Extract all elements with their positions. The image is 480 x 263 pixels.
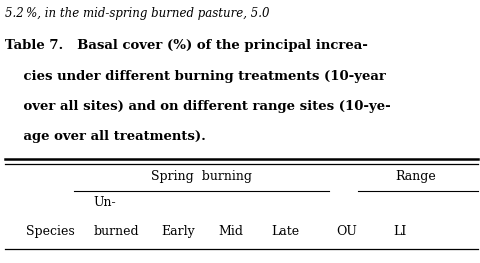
Text: Early: Early [161,225,194,238]
Text: burned: burned [94,225,139,238]
Text: 5.2 %, in the mid-spring burned pasture, 5.0: 5.2 %, in the mid-spring burned pasture,… [5,7,269,19]
Text: Species: Species [26,225,75,238]
Text: Mid: Mid [218,225,243,238]
Text: Spring  burning: Spring burning [151,170,252,183]
Text: LI: LI [394,225,407,238]
Text: over all sites) and on different range sites (10-ye-: over all sites) and on different range s… [5,100,391,113]
Text: Range: Range [395,170,435,183]
Text: cies under different burning treatments (10-year: cies under different burning treatments … [5,70,385,83]
Text: age over all treatments).: age over all treatments). [5,130,205,143]
Text: Table 7.   Basal cover (%) of the principal increa-: Table 7. Basal cover (%) of the principa… [5,39,368,52]
Text: OU: OU [336,225,357,238]
Text: Late: Late [271,225,300,238]
Text: Un-: Un- [94,196,116,209]
